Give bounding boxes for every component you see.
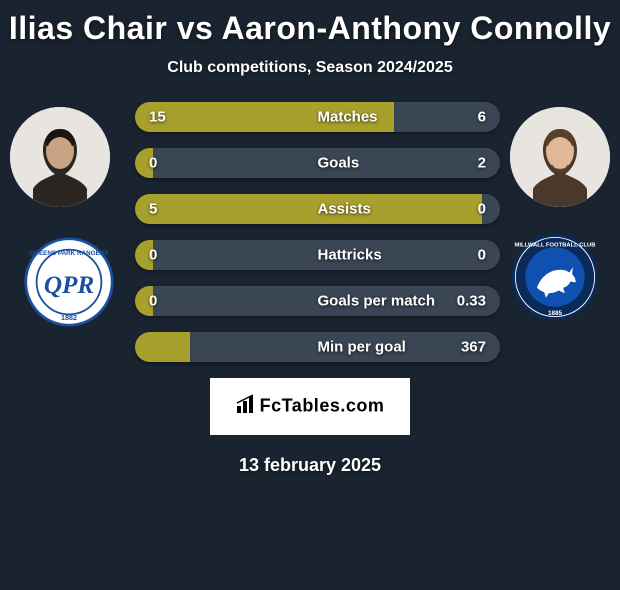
svg-text:MILLWALL FOOTBALL CLUB: MILLWALL FOOTBALL CLUB [515, 242, 596, 248]
stat-row: Min per goal 367 [135, 332, 500, 362]
stat-row: 15 Matches 6 [135, 102, 500, 132]
bar-left-fill [135, 194, 482, 224]
bar-left-fill [135, 332, 190, 362]
stat-right-value: 6 [478, 109, 486, 126]
svg-text:1882: 1882 [61, 313, 77, 322]
stat-bars: 15 Matches 6 0 Goals 2 5 Assists 0 0 Hattricks 0 0 Go… [135, 102, 500, 362]
stat-left-value: 15 [149, 109, 166, 126]
stat-row: 0 Hattricks 0 [135, 240, 500, 270]
player-right-avatar [510, 107, 610, 207]
stat-label: Matches [318, 109, 378, 126]
svg-text:1885: 1885 [548, 310, 563, 317]
page-title: Ilias Chair vs Aaron-Anthony Connolly [0, 10, 620, 47]
stat-right-value: 0 [478, 247, 486, 264]
stat-label: Goals [318, 155, 360, 172]
svg-text:QUEENS PARK RANGERS: QUEENS PARK RANGERS [30, 250, 109, 257]
stat-label: Hattricks [318, 247, 382, 264]
footer-brand-label: FcTables.com [260, 395, 385, 415]
player-left-avatar [10, 107, 110, 207]
stat-right-value: 367 [461, 339, 486, 356]
fctables-icon [236, 394, 256, 419]
footer: FcTables.com 13 february 2025 [0, 378, 620, 476]
date-label: 13 february 2025 [0, 455, 620, 476]
stat-right-value: 2 [478, 155, 486, 172]
fctables-badge: FcTables.com [210, 378, 411, 435]
svg-text:QPR: QPR [44, 272, 94, 299]
stat-left-value: 5 [149, 201, 157, 218]
comparison-content: QUEENS PARK RANGERS 1882 QPR MILLWALL FO… [0, 102, 620, 362]
club-left-crest: QUEENS PARK RANGERS 1882 QPR [24, 237, 114, 327]
stat-left-value: 0 [149, 155, 157, 172]
subtitle: Club competitions, Season 2024/2025 [0, 59, 620, 77]
stat-label: Min per goal [318, 339, 406, 356]
stat-right-value: 0.33 [457, 293, 486, 310]
stat-row: 0 Goals 2 [135, 148, 500, 178]
stat-row: 0 Goals per match 0.33 [135, 286, 500, 316]
club-right-crest: MILLWALL FOOTBALL CLUB 1885 [510, 232, 600, 322]
stat-label: Goals per match [318, 293, 436, 310]
stat-right-value: 0 [478, 201, 486, 218]
stat-left-value: 0 [149, 247, 157, 264]
stat-row: 5 Assists 0 [135, 194, 500, 224]
stat-label: Assists [318, 201, 371, 218]
stat-left-value: 0 [149, 293, 157, 310]
